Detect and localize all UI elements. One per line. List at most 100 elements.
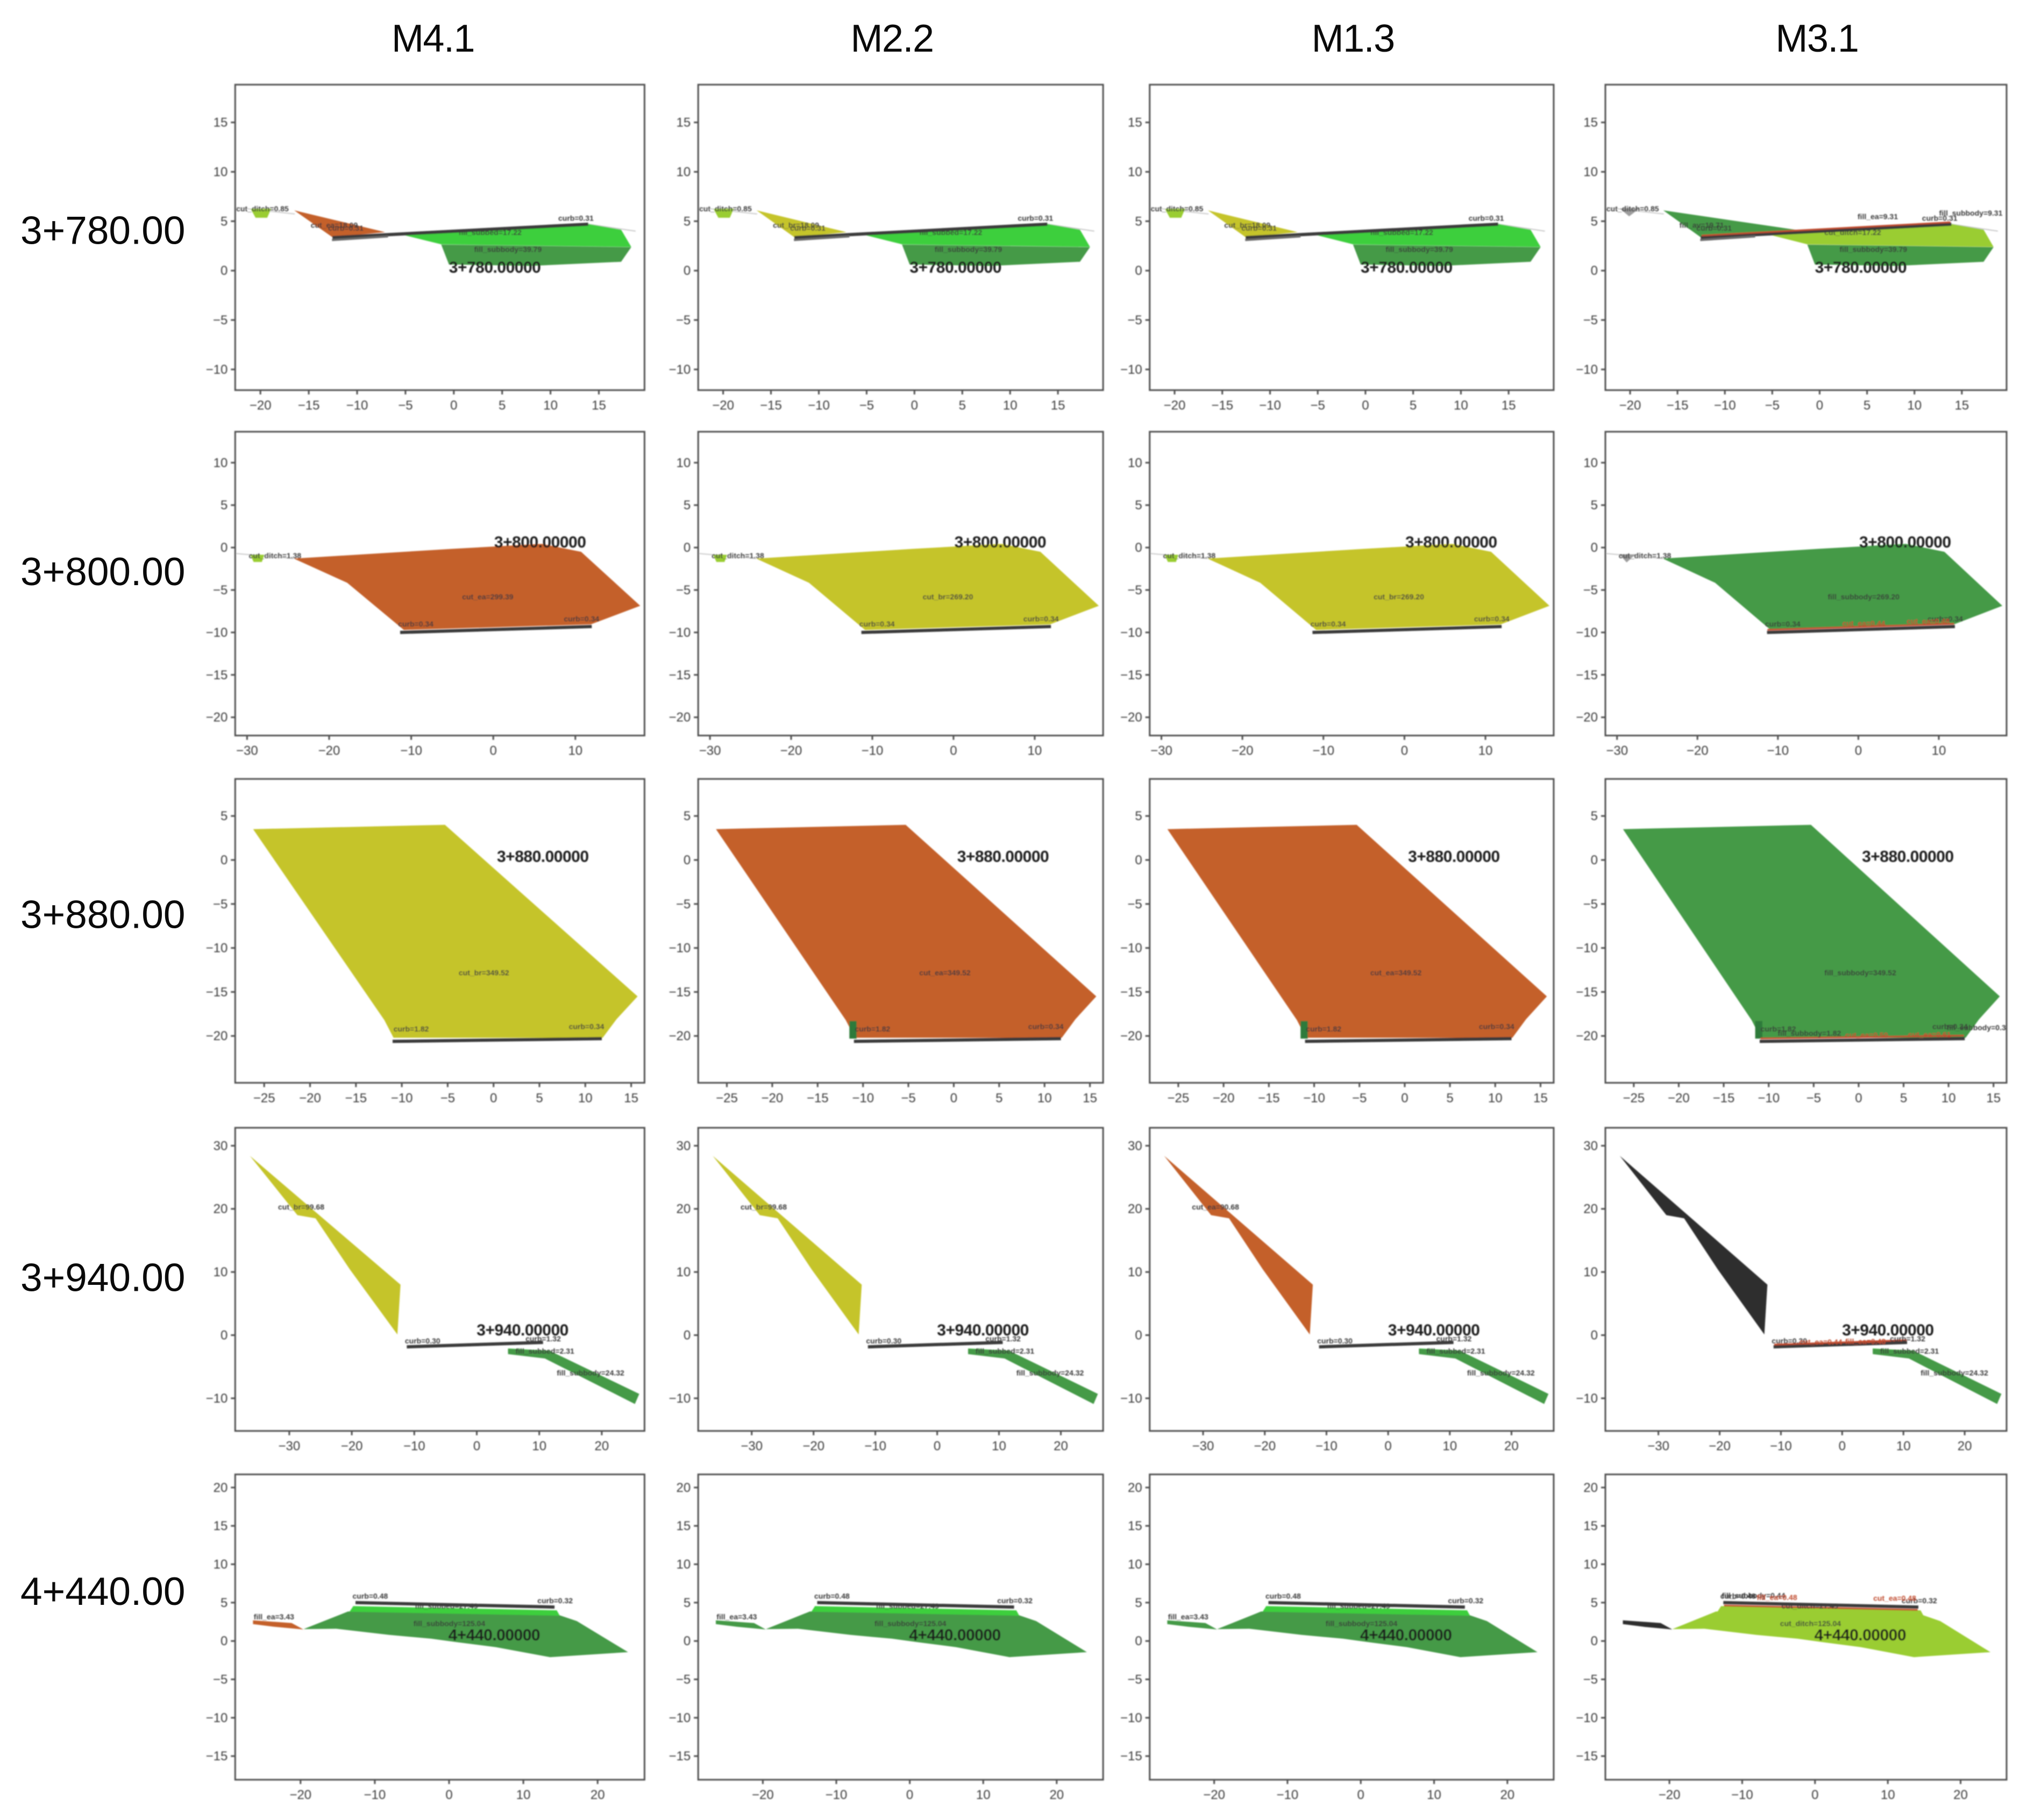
svg-text:fill_subbody=125.04: fill_subbody=125.04 [1326, 1619, 1398, 1627]
svg-text:10: 10 [1478, 744, 1493, 758]
svg-text:−15: −15 [1576, 1749, 1598, 1764]
svg-text:−20: −20 [668, 1029, 691, 1043]
svg-text:3+880.00000: 3+880.00000 [957, 848, 1049, 865]
svg-text:−15: −15 [206, 1749, 228, 1764]
svg-text:5: 5 [221, 214, 227, 229]
svg-text:5: 5 [995, 1091, 1002, 1105]
svg-text:−15: −15 [1120, 668, 1142, 683]
svg-text:0: 0 [1591, 853, 1598, 868]
svg-text:cut_ditch=0.85: cut_ditch=0.85 [699, 204, 752, 213]
svg-text:−10: −10 [1277, 1788, 1299, 1802]
svg-text:fill_subbody=39.79: fill_subbody=39.79 [1839, 245, 1907, 253]
svg-text:−20: −20 [1668, 1091, 1690, 1105]
svg-text:0: 0 [934, 1439, 941, 1454]
svg-text:3+800.00000: 3+800.00000 [1405, 534, 1497, 551]
svg-text:0: 0 [1357, 1788, 1364, 1802]
svg-text:curb=0.34: curb=0.34 [569, 1022, 604, 1030]
svg-text:−25: −25 [1168, 1091, 1190, 1105]
svg-text:10: 10 [532, 1439, 546, 1454]
svg-text:fill_ea=3.43: fill_ea=3.43 [254, 1612, 294, 1621]
svg-text:−20: −20 [1120, 710, 1142, 725]
svg-text:−10: −10 [1315, 1439, 1338, 1454]
svg-text:3+800.00000: 3+800.00000 [494, 534, 586, 551]
svg-text:−5: −5 [676, 583, 691, 598]
svg-text:curb=1.32: curb=1.32 [985, 1334, 1021, 1343]
svg-text:−10: −10 [668, 625, 691, 640]
svg-text:15: 15 [676, 116, 691, 130]
svg-text:−10: −10 [364, 1788, 386, 1802]
svg-text:−30: −30 [741, 1439, 763, 1454]
svg-text:cut_ditch=0.85: cut_ditch=0.85 [1606, 204, 1659, 213]
svg-text:−15: −15 [1576, 985, 1598, 999]
svg-text:−10: −10 [862, 744, 884, 758]
svg-text:−20: −20 [1687, 744, 1709, 758]
svg-text:curb=0.34: curb=0.34 [398, 620, 433, 628]
svg-text:cut_ea=299.39: cut_ea=299.39 [462, 592, 514, 601]
svg-text:5: 5 [1900, 1091, 1907, 1105]
svg-text:curb=0.32: curb=0.32 [537, 1596, 573, 1605]
svg-text:3+780.00000: 3+780.00000 [1815, 259, 1907, 276]
svg-text:30: 30 [1128, 1139, 1142, 1153]
svg-text:0: 0 [221, 264, 227, 278]
svg-text:−20: −20 [1659, 1788, 1681, 1802]
svg-text:−30: −30 [236, 744, 258, 758]
svg-text:−10: −10 [1312, 744, 1334, 758]
svg-text:−30: −30 [1606, 744, 1628, 758]
svg-text:5: 5 [1591, 1596, 1598, 1610]
svg-text:30: 30 [676, 1139, 691, 1153]
svg-text:cut_ditch=1.38: cut_ditch=1.38 [1619, 551, 1672, 560]
svg-text:−15: −15 [345, 1091, 367, 1105]
svg-text:curb=0.30: curb=0.30 [1317, 1336, 1353, 1345]
svg-text:curb=0.31: curb=0.31 [1018, 214, 1053, 222]
svg-text:−20: −20 [341, 1439, 363, 1454]
svg-text:10: 10 [1028, 744, 1042, 758]
svg-text:fill_ea=0.48: fill_ea=0.48 [1757, 1593, 1797, 1602]
svg-text:−10: −10 [400, 744, 422, 758]
svg-text:3+940.00000: 3+940.00000 [1842, 1321, 1934, 1339]
svg-text:3+940.00000: 3+940.00000 [477, 1321, 568, 1339]
svg-text:−10: −10 [1576, 1711, 1598, 1725]
svg-text:−5: −5 [1583, 897, 1598, 912]
svg-text:5: 5 [1591, 214, 1598, 229]
svg-text:0: 0 [1401, 1091, 1408, 1105]
svg-text:−5: −5 [1583, 583, 1598, 598]
svg-text:10: 10 [1128, 456, 1142, 470]
svg-text:20: 20 [1953, 1788, 1968, 1802]
svg-text:cut_ea=0.44: cut_ea=0.44 [1800, 1338, 1843, 1346]
svg-text:−20: −20 [1164, 398, 1186, 413]
svg-text:−20: −20 [289, 1788, 311, 1802]
svg-text:−10: −10 [346, 398, 368, 413]
svg-text:−20: −20 [780, 744, 802, 758]
svg-text:cut_ea=349.52: cut_ea=349.52 [1370, 968, 1422, 977]
svg-text:fill_subbody=0.44: fill_subbody=0.44 [1722, 1591, 1786, 1599]
svg-text:10: 10 [1442, 1439, 1457, 1454]
svg-text:0: 0 [1855, 744, 1862, 758]
svg-text:10: 10 [1881, 1788, 1895, 1802]
svg-text:0: 0 [684, 541, 691, 555]
svg-text:3+780.00000: 3+780.00000 [449, 259, 541, 276]
svg-text:curb=0.34: curb=0.34 [859, 620, 895, 628]
svg-text:10: 10 [1583, 1558, 1598, 1572]
svg-text:15: 15 [214, 1519, 228, 1533]
svg-text:−15: −15 [1120, 1749, 1142, 1764]
svg-text:15: 15 [1083, 1091, 1097, 1105]
svg-text:3+940.00000: 3+940.00000 [1388, 1321, 1480, 1339]
svg-text:0: 0 [684, 853, 691, 868]
svg-text:fill_subbody=1.82: fill_subbody=1.82 [1777, 1029, 1841, 1037]
svg-text:3+940.00000: 3+940.00000 [937, 1321, 1029, 1339]
svg-text:curb=0.34: curb=0.34 [1932, 1022, 1968, 1030]
svg-text:15: 15 [214, 116, 228, 130]
svg-text:−30: −30 [1647, 1439, 1669, 1454]
svg-text:−30: −30 [699, 744, 721, 758]
svg-text:0: 0 [221, 1634, 227, 1648]
svg-text:−15: −15 [760, 398, 782, 413]
svg-text:20: 20 [214, 1481, 228, 1495]
svg-text:cut_br=269.20: cut_br=269.20 [923, 592, 973, 601]
svg-text:0: 0 [221, 853, 227, 868]
svg-text:curb=0.34: curb=0.34 [1028, 1022, 1064, 1030]
svg-text:20: 20 [214, 1202, 228, 1217]
svg-text:−25: −25 [716, 1091, 738, 1105]
svg-text:−5: −5 [1807, 1091, 1821, 1105]
svg-text:20: 20 [1583, 1481, 1598, 1495]
svg-text:−10: −10 [668, 941, 691, 956]
